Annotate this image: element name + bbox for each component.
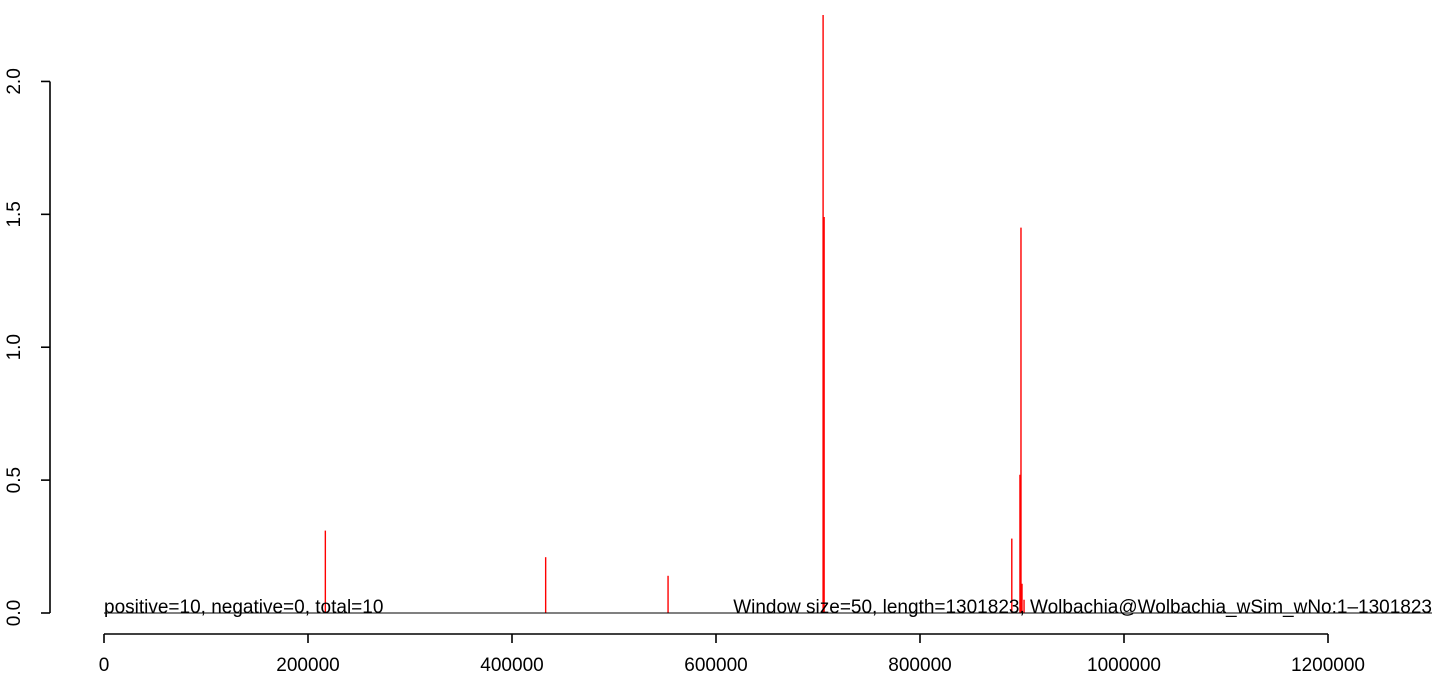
y-tick-label: 1.0: [4, 334, 25, 360]
x-tick-label: 1000000: [1087, 655, 1161, 676]
x-axis: 0 200000 400000 600000 800000 1000000 1200000: [99, 633, 1365, 676]
y-axis: 0.0 0.5 1.0 1.5 2.0: [4, 68, 51, 626]
x-tick-label: 200000: [276, 655, 339, 676]
x-tick-label: 0: [99, 655, 110, 676]
annotation-counts: positive=10, negative=0, total=10: [104, 597, 383, 618]
y-tick-label: 1.5: [4, 201, 25, 227]
y-tick-label: 2.0: [4, 68, 25, 94]
bar-series: [324, 15, 1025, 613]
y-tick-label: 0.5: [4, 467, 25, 493]
x-tick-label: 400000: [480, 655, 543, 676]
x-tick-label: 800000: [888, 655, 951, 676]
y-tick-label: 0.0: [4, 600, 25, 626]
x-tick-label: 1200000: [1291, 655, 1365, 676]
x-tick-label: 600000: [684, 655, 747, 676]
annotation-window-info: Window size=50, length=1301823, Wolbachi…: [733, 597, 1432, 618]
